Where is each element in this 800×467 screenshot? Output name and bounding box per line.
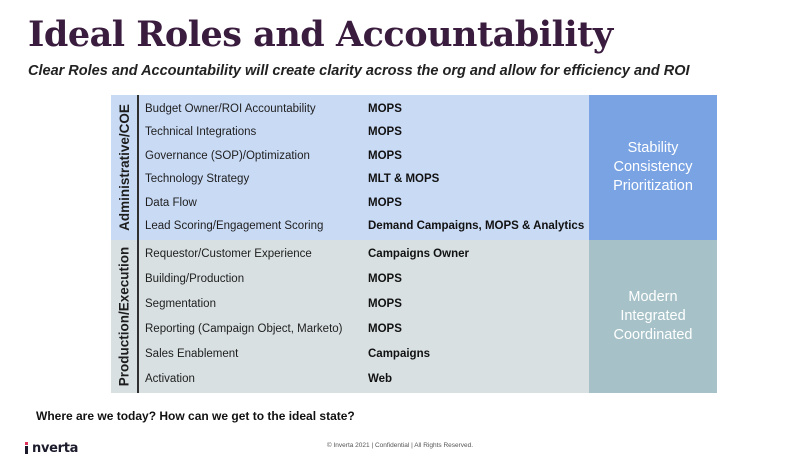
role-owner: MOPS — [368, 273, 402, 286]
role-rows: Budget Owner/ROI Accountability MOPS Tec… — [139, 95, 589, 240]
side-keyword: Stability — [627, 140, 679, 156]
section-side-panel-production: Modern Integrated Coordinated — [589, 240, 717, 393]
section-label-administrative: Administrative/COE — [111, 95, 139, 240]
role-task: Lead Scoring/Engagement Scoring — [145, 220, 324, 233]
table-row: Requestor/Customer Experience Campaigns … — [139, 243, 589, 265]
role-owner: MOPS — [368, 102, 402, 115]
role-task: Governance (SOP)/Optimization — [145, 149, 310, 162]
section-administrative: Administrative/COE Budget Owner/ROI Acco… — [111, 95, 717, 240]
role-owner: Demand Campaigns, MOPS & Analytics — [368, 220, 585, 233]
table-row: Lead Scoring/Engagement Scoring Demand C… — [139, 215, 589, 237]
section-side-panel-administrative: Stability Consistency Prioritization — [589, 95, 717, 240]
table-row: Reporting (Campaign Object, Marketo) MOP… — [139, 318, 589, 340]
table-row: Activation Web — [139, 368, 589, 390]
side-keyword: Integrated — [620, 308, 686, 324]
table-row: Sales Enablement Campaigns — [139, 343, 589, 365]
table-row: Technical Integrations MOPS — [139, 121, 589, 143]
role-task: Segmentation — [145, 298, 216, 311]
role-owner: MLT & MOPS — [368, 173, 440, 186]
role-task: Technical Integrations — [145, 126, 257, 139]
section-production: Production/Execution Requestor/Customer … — [111, 240, 717, 393]
section-label-text: Administrative/COE — [116, 104, 132, 231]
side-keyword: Prioritization — [613, 178, 693, 194]
role-owner: MOPS — [368, 149, 402, 162]
role-owner: Campaigns Owner — [368, 248, 469, 261]
role-owner: MOPS — [368, 322, 402, 335]
section-label-text: Production/Execution — [116, 246, 132, 387]
logo-text: nverta — [32, 440, 79, 456]
side-keyword: Coordinated — [613, 327, 693, 343]
role-task: Reporting (Campaign Object, Marketo) — [145, 322, 343, 335]
role-owner: MOPS — [368, 298, 402, 311]
section-label-production: Production/Execution — [111, 240, 139, 393]
table-row: Building/Production MOPS — [139, 268, 589, 290]
slide-subtitle: Clear Roles and Accountability will crea… — [28, 63, 690, 79]
role-rows: Requestor/Customer Experience Campaigns … — [139, 240, 589, 393]
side-keyword: Consistency — [613, 159, 693, 175]
role-task: Technology Strategy — [145, 173, 250, 186]
table-row: Technology Strategy MLT & MOPS — [139, 168, 589, 190]
role-owner: Campaigns — [368, 347, 430, 360]
copyright-footer: © Inverta 2021 | Confidential | All Righ… — [326, 442, 474, 449]
side-keyword: Modern — [628, 289, 678, 305]
slide-title: Ideal Roles and Accountability — [28, 14, 613, 55]
role-owner: Web — [368, 372, 393, 385]
table-row: Budget Owner/ROI Accountability MOPS — [139, 98, 589, 120]
table-row: Governance (SOP)/Optimization MOPS — [139, 145, 589, 167]
roles-table: Administrative/COE Budget Owner/ROI Acco… — [111, 95, 717, 393]
table-row: Data Flow MOPS — [139, 192, 589, 214]
table-row: Segmentation MOPS — [139, 293, 589, 315]
role-task: Data Flow — [145, 196, 197, 209]
role-task: Activation — [145, 372, 195, 385]
inverta-logo: nverta — [24, 440, 78, 456]
logo-mark-icon — [24, 442, 30, 454]
role-owner: MOPS — [368, 126, 402, 139]
role-task: Requestor/Customer Experience — [145, 248, 312, 261]
role-owner: MOPS — [368, 196, 402, 209]
role-task: Budget Owner/ROI Accountability — [145, 102, 316, 115]
role-task: Sales Enablement — [145, 347, 239, 360]
role-task: Building/Production — [145, 273, 245, 286]
closing-question: Where are we today? How can we get to th… — [36, 409, 355, 423]
